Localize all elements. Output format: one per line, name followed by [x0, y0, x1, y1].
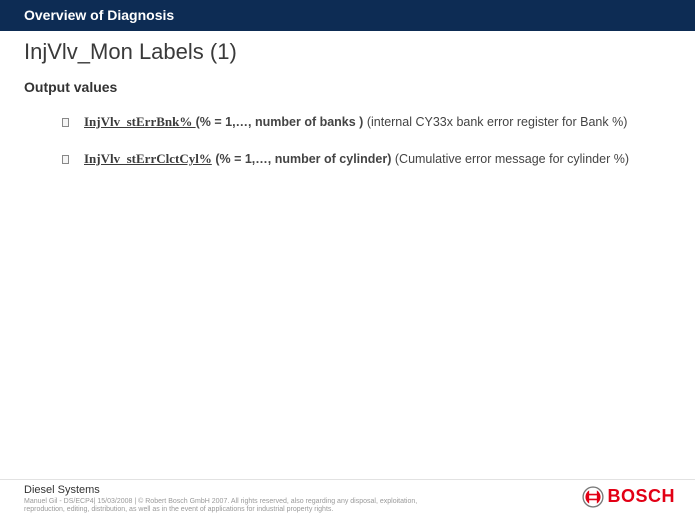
range-text: (% = 1,…, number of banks ): [196, 115, 364, 129]
header-title: Overview of Diagnosis: [24, 7, 174, 23]
description-text: (internal CY33x bank error register for …: [363, 115, 627, 129]
page-title: InjVlv_Mon Labels (1): [24, 39, 671, 65]
footer-fineprint: Manuel Gil - DS/ECP4| 15/03/2008 | © Rob…: [24, 498, 454, 516]
footer-row: Diesel Systems Manuel Gil - DS/ECP4| 15/…: [24, 484, 675, 516]
footer: Diesel Systems Manuel Gil - DS/ECP4| 15/…: [0, 479, 695, 521]
list-item: InjVlv_stErrBnk% (% = 1,…, number of ban…: [62, 113, 671, 132]
output-values-list: InjVlv_stErrBnk% (% = 1,…, number of ban…: [62, 113, 671, 169]
list-item: InjVlv_stErrClctCyl% (% = 1,…, number of…: [62, 150, 671, 169]
variable-label: InjVlv_stErrBnk%: [84, 114, 196, 129]
footer-heading: Diesel Systems: [24, 484, 582, 496]
content-area: InjVlv_Mon Labels (1) Output values InjV…: [0, 31, 695, 169]
bosch-logo-icon: [582, 486, 604, 508]
header-bar: Overview of Diagnosis: [0, 0, 695, 31]
range-text: (% = 1,…, number of cylinder): [215, 152, 395, 166]
variable-label: InjVlv_stErrClctCyl%: [84, 151, 212, 166]
section-heading: Output values: [24, 79, 671, 95]
footer-left: Diesel Systems Manuel Gil - DS/ECP4| 15/…: [24, 484, 582, 516]
bosch-logo: BOSCH: [582, 484, 675, 508]
bosch-logo-text: BOSCH: [607, 486, 675, 507]
description-text: (Cumulative error message for cylinder %…: [395, 152, 629, 166]
